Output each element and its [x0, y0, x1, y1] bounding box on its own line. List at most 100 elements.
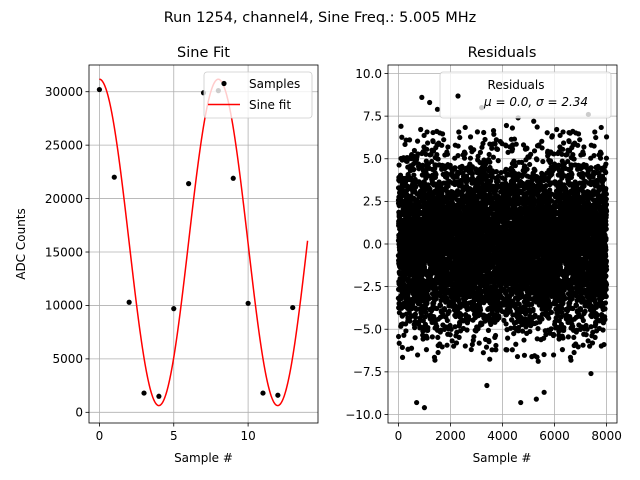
sample-point-9 [230, 175, 236, 181]
residual-point [402, 141, 408, 148]
residual-point [455, 152, 461, 159]
residual-point [439, 131, 446, 137]
sine-fit-ytick-label-5: 25000 [45, 138, 83, 152]
sine-fit-ylabel: ADC Counts [14, 208, 28, 280]
residual-point [435, 349, 441, 356]
residual-point [398, 197, 404, 203]
residual-point [471, 147, 477, 153]
residual-point [474, 129, 481, 135]
residual-point [432, 357, 438, 363]
residual-point [422, 314, 428, 320]
residual-point [444, 151, 451, 157]
residual-point [439, 142, 445, 148]
residual-point [490, 154, 496, 160]
residual-point [429, 158, 435, 165]
sample-point-4 [156, 393, 162, 399]
residual-point [423, 309, 429, 316]
residual-point [477, 149, 484, 155]
residual-point [399, 134, 405, 140]
residual-point [415, 151, 421, 157]
residual-point [471, 334, 477, 340]
sine-fit-xlabel: Sample # [174, 451, 233, 465]
residual-point [514, 353, 521, 360]
residual-point [505, 335, 511, 341]
legend-fit-label: Sine fit [249, 98, 291, 112]
residual-point [412, 314, 419, 321]
residual-point [444, 342, 450, 348]
sample-point-6 [186, 181, 192, 187]
sine-fit-ytick-label-4: 20000 [45, 192, 83, 206]
legend-samples-marker [221, 80, 227, 87]
residual-point [399, 344, 405, 351]
sample-point-12 [275, 392, 281, 398]
residual-point [434, 151, 440, 158]
residual-point [401, 332, 407, 338]
sine-fit-ytick-label-6: 30000 [45, 85, 83, 99]
sine-fit-xtick-label-2: 10 [240, 429, 255, 443]
sine-fit-ytick-label-1: 5000 [52, 352, 83, 366]
residual-point [481, 129, 487, 136]
residual-point [423, 347, 430, 353]
sample-point-3 [141, 390, 147, 396]
legend-samples-label: Samples [249, 77, 300, 91]
residual-point [461, 155, 468, 161]
residual-point [424, 146, 430, 152]
residual-point [493, 169, 500, 175]
residual-point [441, 137, 447, 143]
residual-point [453, 340, 460, 346]
sine-fit-spines [88, 64, 319, 424]
residual-point [437, 302, 444, 309]
residual-point [441, 306, 448, 312]
residual-point [424, 129, 430, 135]
residual-point [446, 308, 452, 314]
sample-point-0 [96, 86, 103, 93]
residual-point [418, 126, 424, 133]
residual-point [511, 158, 517, 164]
sine-fit-line-group [99, 78, 309, 407]
residual-point [509, 347, 515, 353]
residual-point [424, 300, 430, 306]
residual-point [487, 356, 493, 362]
residual-point [408, 175, 414, 181]
residual-point [511, 136, 518, 142]
residual-point [455, 143, 461, 149]
residual-point [417, 324, 424, 330]
sine-fit-xtick-label-1: 5 [170, 429, 178, 443]
residual-point [433, 171, 439, 178]
residual-point [468, 346, 474, 353]
residual-point [491, 131, 497, 137]
residual-point [423, 305, 429, 311]
residual-point [452, 165, 458, 171]
residual-point [421, 132, 427, 139]
sample-point-5 [171, 306, 177, 312]
residual-point [396, 340, 402, 346]
residual-point [426, 295, 433, 302]
residual-point [483, 344, 490, 350]
sine-fit-legend: Samples Sine fit [203, 71, 313, 119]
residual-point [462, 150, 468, 157]
residual-point [482, 136, 488, 143]
residuals-points-group [395, 94, 610, 411]
sine-fit-grid [89, 65, 318, 423]
residual-point [492, 332, 499, 339]
residual-point [467, 134, 474, 140]
residual-point [413, 184, 419, 190]
residual-point [447, 332, 453, 338]
figure-suptitle: Run 1254, channel4, Sine Freq.: 5.005 MH… [164, 10, 477, 26]
residual-point [414, 138, 421, 144]
residual-point [445, 144, 451, 150]
residual-point [456, 129, 462, 135]
residual-point [439, 344, 445, 350]
residual-point [425, 324, 431, 331]
sine-fit-samples-group [96, 86, 296, 399]
residual-point [513, 141, 519, 147]
residual-point [430, 138, 436, 145]
residual-point [396, 162, 402, 168]
residual-point [399, 354, 406, 360]
residual-point [504, 347, 510, 353]
sine-fit-ytick-label-3: 15000 [45, 245, 83, 259]
residual-point [435, 334, 441, 341]
residual-point [462, 124, 468, 131]
